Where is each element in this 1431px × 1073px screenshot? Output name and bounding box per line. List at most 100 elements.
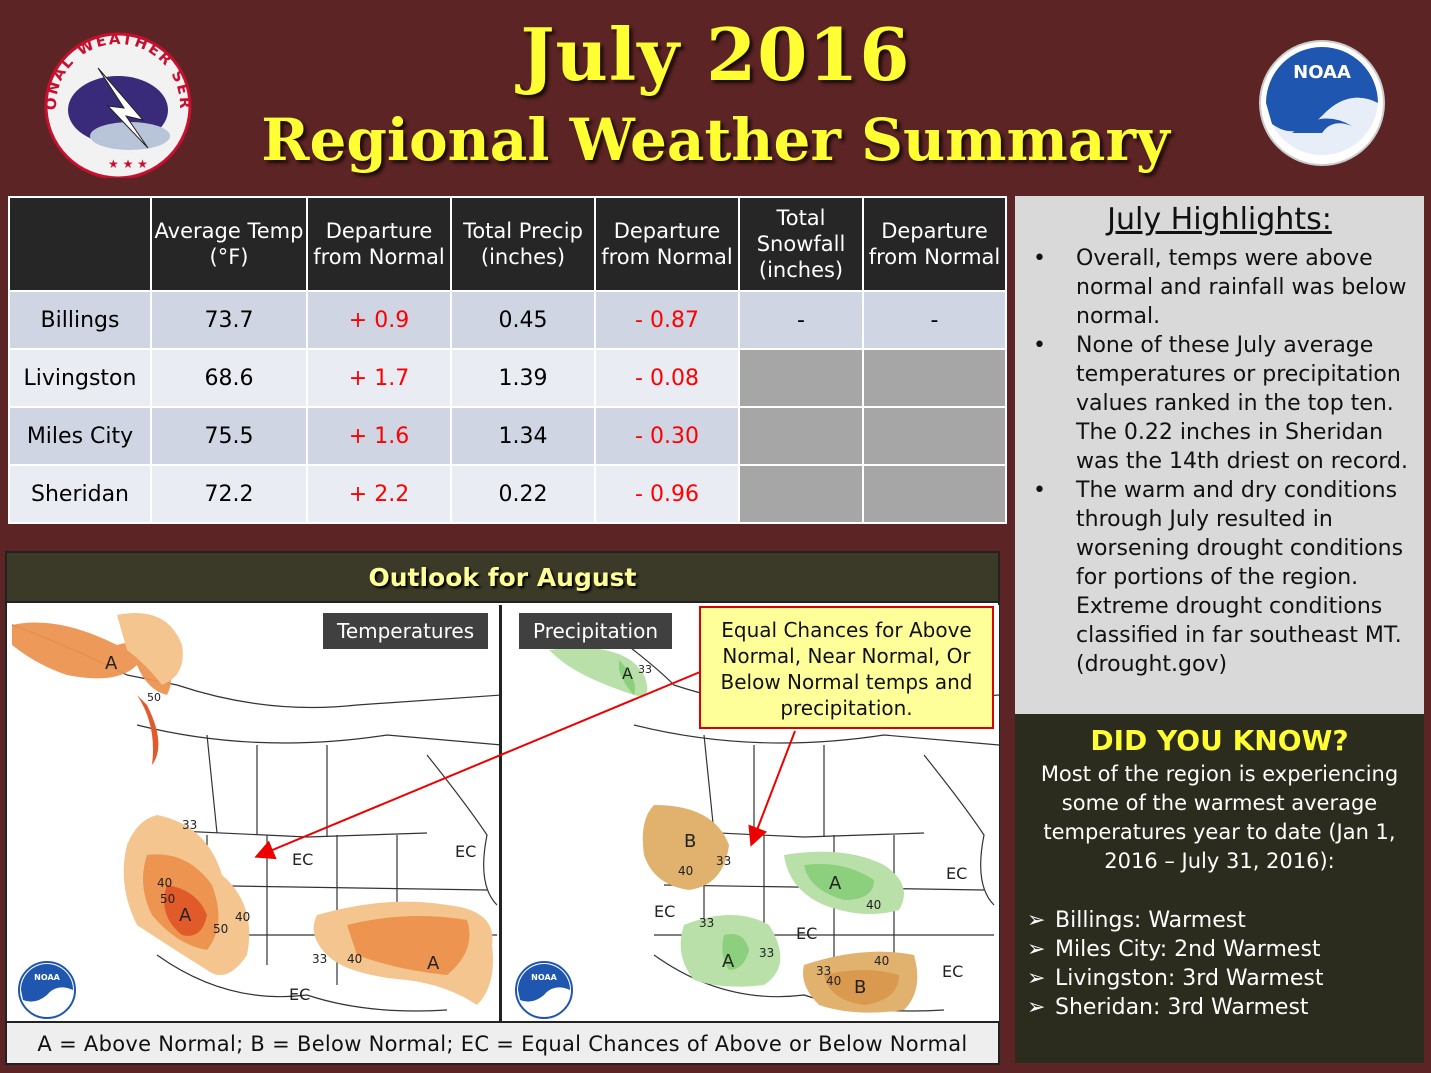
map-label-ec: EC <box>796 924 817 943</box>
map-label-ec: EC <box>654 902 675 921</box>
page-title: July 2016 <box>520 12 911 97</box>
did-you-know-body: Most of the region is experiencing some … <box>1040 762 1399 873</box>
contour-label: 40 <box>866 898 881 912</box>
noaa-badge-text: NOAA <box>531 973 557 982</box>
map-label-ec: EC <box>946 864 967 883</box>
avg-temp-cell: 72.2 <box>150 464 308 524</box>
contour-label: 50 <box>213 922 228 936</box>
arrow-icon: ➢ <box>1027 908 1046 933</box>
snow-departure-cell <box>862 348 1007 408</box>
snowfall-cell: - <box>738 290 864 350</box>
snowfall-cell <box>738 348 864 408</box>
map-label-below: B <box>854 977 866 998</box>
table-header: Total Snowfall (inches) <box>738 196 864 292</box>
ranking-text: Sheridan: 3rd Warmest <box>1055 995 1309 1020</box>
list-item: Overall, temps were above normal and rai… <box>1015 244 1424 331</box>
highlights-panel: July Highlights: Overall, temps were abo… <box>1015 196 1424 714</box>
ranking-text: Billings: Warmest <box>1055 908 1246 933</box>
snowfall-cell <box>738 406 864 466</box>
avg-temp-cell: 73.7 <box>150 290 308 350</box>
ranking-text: Miles City: 2nd Warmest <box>1055 937 1321 962</box>
table-row: Miles City 75.5 + 1.6 1.34 - 0.30 <box>8 406 1007 466</box>
map-label-above: A <box>179 905 192 926</box>
temp-departure-cell: + 2.2 <box>306 464 452 524</box>
list-item: ➢ Billings: Warmest <box>1015 906 1424 935</box>
temperature-outlook-map: A EC EC EC A A 33 40 50 50 40 40 33 50 N… <box>7 605 502 1021</box>
highlights-title: July Highlights: <box>1107 202 1332 237</box>
stats-table: Average Temp (°F) Departure from Normal … <box>8 196 1007 524</box>
map-label-ec: EC <box>455 842 476 861</box>
list-item: ➢ Sheridan: 3rd Warmest <box>1015 993 1424 1022</box>
precip-cell: 0.45 <box>450 290 596 350</box>
snow-departure-cell <box>862 406 1007 466</box>
did-you-know-title: DID YOU KNOW? <box>1090 724 1349 757</box>
table-header: Departure from Normal <box>594 196 740 292</box>
nws-logo: NATIONAL WEATHER SERVICE ★ ★ ★ <box>31 14 198 180</box>
table-row: Billings 73.7 + 0.9 0.45 - 0.87 - - <box>8 290 1007 350</box>
map-label-below: B <box>684 831 696 852</box>
precip-departure-cell: - 0.96 <box>594 464 740 524</box>
contour-label: 33 <box>699 916 714 930</box>
contour-label: 33 <box>816 964 831 978</box>
avg-temp-cell: 68.6 <box>150 348 308 408</box>
page-subtitle: Regional Weather Summary <box>261 106 1170 174</box>
map-label-above: A <box>427 953 440 974</box>
table-row: Sheridan 72.2 + 2.2 0.22 - 0.96 <box>8 464 1007 524</box>
map-label-above: A <box>622 664 633 683</box>
city-cell: Livingston <box>8 348 152 408</box>
map-label-above: A <box>105 653 118 674</box>
outlook-panel: Outlook for August <box>5 551 1000 1065</box>
table-header: Total Precip (inches) <box>450 196 596 292</box>
map-label-ec: EC <box>289 985 310 1004</box>
table-header-row: Average Temp (°F) Departure from Normal … <box>8 196 1007 292</box>
precip-cell: 0.22 <box>450 464 596 524</box>
city-cell: Miles City <box>8 406 152 466</box>
contour-label: 40 <box>678 864 693 878</box>
contour-label: 33 <box>638 663 652 676</box>
did-you-know-panel: DID YOU KNOW? Most of the region is expe… <box>1015 714 1424 1063</box>
table-header: Average Temp (°F) <box>150 196 308 292</box>
contour-label: 40 <box>874 954 889 968</box>
contour-label: 50 <box>147 691 161 704</box>
contour-label: 40 <box>826 974 841 988</box>
outlook-title: Outlook for August <box>7 553 998 603</box>
map-label-above: A <box>722 951 735 972</box>
map-label-above: A <box>829 873 842 894</box>
table-header <box>8 196 152 292</box>
list-item: ➢ Livingston: 3rd Warmest <box>1015 964 1424 993</box>
city-cell: Sheridan <box>8 464 152 524</box>
list-item: ➢ Miles City: 2nd Warmest <box>1015 935 1424 964</box>
arrow-icon: ➢ <box>1027 937 1046 962</box>
contour-label: 33 <box>716 854 731 868</box>
temp-departure-cell: + 1.7 <box>306 348 452 408</box>
ranking-text: Livingston: 3rd Warmest <box>1055 966 1324 991</box>
snow-departure-cell <box>862 464 1007 524</box>
contour-label: 33 <box>312 952 327 966</box>
map-label-ec: EC <box>292 850 313 869</box>
snow-departure-cell: - <box>862 290 1007 350</box>
table-header: Departure from Normal <box>306 196 452 292</box>
contour-label: 33 <box>182 818 197 832</box>
contour-label: 33 <box>759 946 774 960</box>
svg-text:★ ★ ★: ★ ★ ★ <box>108 157 148 171</box>
contour-label: 50 <box>160 892 175 906</box>
contour-label: 40 <box>347 952 362 966</box>
temp-departure-cell: + 0.9 <box>306 290 452 350</box>
temperatures-label: Temperatures <box>323 613 489 649</box>
snowfall-cell <box>738 464 864 524</box>
list-item: None of these July average temperatures … <box>1015 331 1424 476</box>
precip-cell: 1.34 <box>450 406 596 466</box>
list-item: The warm and dry conditions through July… <box>1015 476 1424 679</box>
precip-cell: 1.39 <box>450 348 596 408</box>
noaa-logo-text: NOAA <box>1293 62 1351 83</box>
noaa-badge-text: NOAA <box>34 973 60 982</box>
outlook-legend: A = Above Normal; B = Below Normal; EC =… <box>7 1021 998 1063</box>
contour-label: 40 <box>235 910 250 924</box>
ec-callout: Equal Chances for Above Normal, Near Nor… <box>699 606 994 729</box>
avg-temp-cell: 75.5 <box>150 406 308 466</box>
table-header: Departure from Normal <box>862 196 1007 292</box>
arrow-icon: ➢ <box>1027 966 1046 991</box>
noaa-logo: NOAA <box>1252 38 1392 168</box>
city-cell: Billings <box>8 290 152 350</box>
